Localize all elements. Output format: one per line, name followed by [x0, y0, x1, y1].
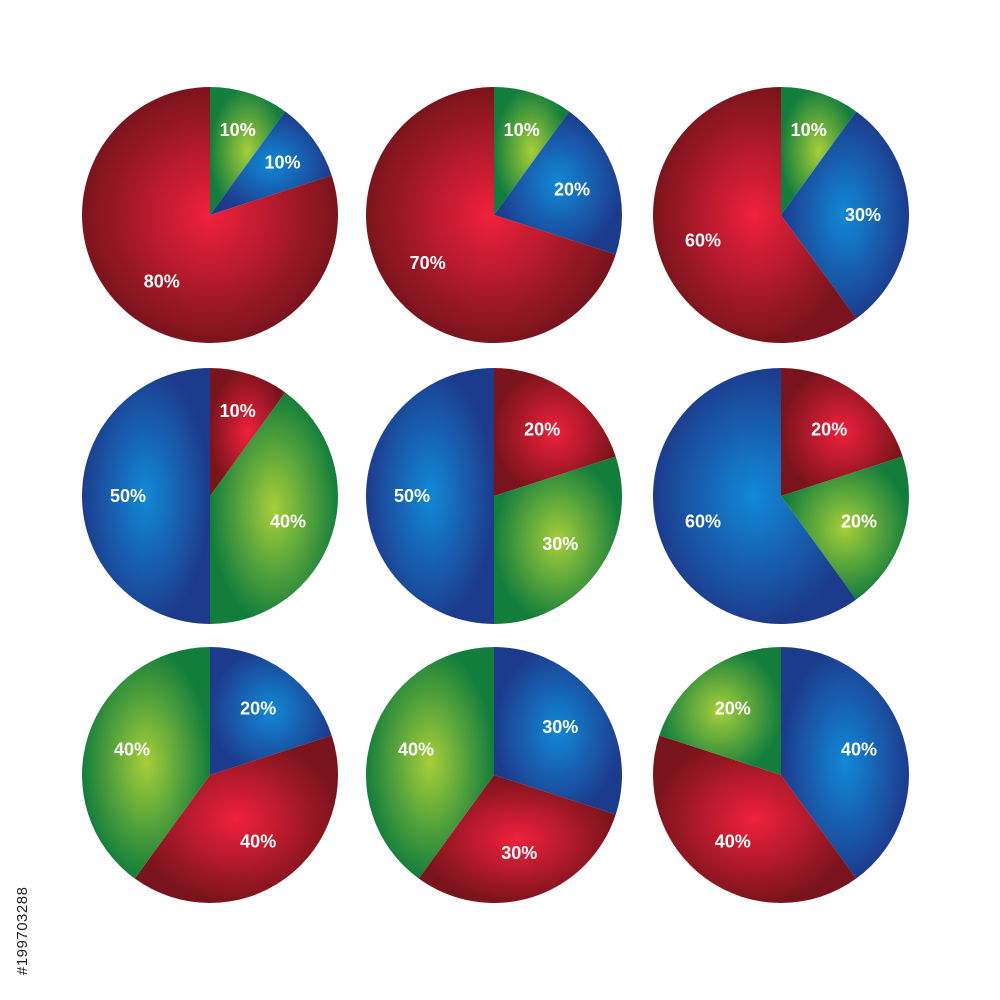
pie-slice-green: [781, 456, 910, 600]
slice-percent-label: 20%: [715, 699, 751, 719]
slice-percent-label: 30%: [845, 205, 881, 225]
slice-percent-label: 20%: [240, 699, 276, 719]
slice-percent-label: 60%: [685, 511, 721, 531]
pie-slice-green: [210, 87, 286, 215]
pie-chart-9: 40% 40% 20%: [652, 647, 909, 904]
slice-percent-label: 10%: [504, 120, 540, 140]
pie-slice-red: [210, 368, 286, 496]
slice-percent-label: 40%: [114, 740, 150, 760]
slice-percent-label: 40%: [715, 831, 751, 851]
pie-slice-green: [781, 87, 857, 215]
slice-percent-label: 40%: [240, 831, 276, 851]
slice-percent-label: 10%: [220, 120, 256, 140]
slice-percent-label: 50%: [110, 486, 146, 506]
pie-chart-7: 20% 40% 40%: [82, 647, 339, 904]
slice-percent-label: 20%: [811, 420, 847, 440]
pie-chart-1: 10% 10% 80%: [82, 87, 339, 343]
slice-percent-label: 40%: [270, 511, 306, 531]
pie-slice-blue: [781, 647, 909, 879]
slice-percent-label: 60%: [685, 230, 721, 250]
pie-slice-red: [82, 87, 339, 343]
pie-chart-2: 10% 20% 70%: [366, 87, 623, 343]
pie-slice-blue: [494, 111, 623, 255]
pie-slice-red: [494, 368, 616, 496]
pie-slice-green: [659, 647, 781, 775]
slice-percent-label: 10%: [264, 152, 300, 172]
pie-slice-green: [82, 647, 210, 879]
pie-slice-blue: [82, 368, 210, 624]
pie-chart-8: 30% 30% 40%: [366, 647, 623, 904]
pie-slice-green: [210, 392, 338, 624]
pie-slice-blue: [781, 111, 909, 319]
pie-slice-blue: [210, 647, 332, 775]
slice-percent-label: 10%: [791, 120, 827, 140]
pie-slice-green: [366, 647, 494, 879]
slice-percent-label: 30%: [501, 843, 537, 863]
pie-slice-green: [494, 87, 570, 215]
pie-chart-5: 20% 30% 50%: [366, 368, 623, 624]
pie-slice-red: [134, 735, 339, 904]
pie-chart-6: 20% 20% 60%: [652, 368, 910, 624]
pie-slice-blue: [366, 368, 494, 624]
slice-percent-label: 40%: [841, 740, 877, 760]
slice-percent-label: 30%: [542, 534, 578, 554]
stock-image-id: #199703288: [14, 886, 31, 975]
slice-percent-label: 20%: [524, 420, 560, 440]
slice-percent-label: 20%: [554, 180, 590, 200]
slice-percent-label: 20%: [841, 511, 877, 531]
pie-chart-4: 10% 40% 50%: [82, 368, 338, 624]
slice-percent-label: 40%: [398, 740, 434, 760]
pie-slice-green: [494, 456, 623, 624]
pie-slice-red: [652, 87, 857, 343]
slice-percent-label: 10%: [220, 401, 256, 421]
pie-slice-red: [781, 368, 903, 496]
pie-slice-red: [652, 735, 857, 904]
slice-percent-label: 80%: [144, 271, 180, 291]
pie-slice-red: [418, 775, 616, 904]
pie-chart-3: 10% 30% 60%: [652, 87, 909, 343]
slice-percent-label: 30%: [542, 717, 578, 737]
pie-slice-red: [366, 87, 616, 343]
slice-percent-label: 70%: [410, 253, 446, 273]
pie-slice-blue: [494, 647, 623, 815]
pie-slice-blue: [210, 111, 332, 215]
pie-slice-blue: [652, 368, 857, 624]
slice-percent-label: 50%: [394, 486, 430, 506]
